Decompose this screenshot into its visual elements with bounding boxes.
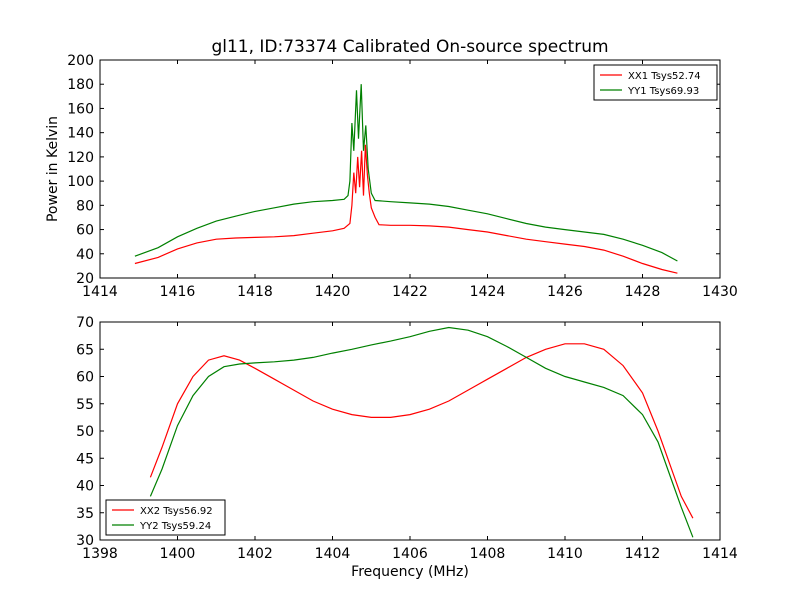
y-tick-label: 40 (76, 479, 94, 495)
legend: XX2 Tsys56.92 YY2 Tsys59.24 (105, 499, 226, 536)
x-tick-label: 1420 (315, 284, 351, 300)
y-tick-label: 30 (76, 533, 94, 549)
y-tick-label: 40 (76, 247, 94, 263)
y-tick-label: 180 (67, 77, 94, 93)
x-tick-label: 1398 (82, 546, 118, 562)
x-axis-label: Frequency (MHz) (351, 564, 469, 580)
series-line-2-2 (149, 326, 694, 538)
y-tick-label: 60 (76, 370, 94, 386)
y-tick-label: 60 (76, 223, 94, 239)
x-tick-label: 1414 (82, 284, 118, 300)
series-line-1-2 (134, 84, 678, 262)
x-tick-label: 1418 (237, 284, 273, 300)
x-tick-label: 1400 (160, 546, 196, 562)
legend-label-2: YY1 Tsys69.93 (627, 86, 699, 97)
x-tick-label: 1416 (160, 284, 196, 300)
series-line-1-1 (134, 144, 678, 274)
legend-box (105, 499, 226, 536)
y-tick-label: 200 (67, 53, 94, 69)
y-tick-label: 80 (76, 198, 94, 214)
y-axis-label: Power in Kelvin (45, 116, 61, 222)
y-tick-label: 160 (67, 101, 94, 117)
y-tick-label: 65 (76, 342, 94, 358)
y-tick-label: 20 (76, 271, 94, 287)
x-tick-label: 1406 (392, 546, 428, 562)
bottom-spectrum-panel: 1398 1400 1402 1404 1406 1408 1410 1412 1414 30 35… (76, 315, 738, 580)
legend-label-1: XX1 Tsys52.74 (628, 71, 701, 82)
x-tick-label: 1412 (625, 546, 661, 562)
y-tick-label: 50 (76, 424, 94, 440)
x-tick-label: 1410 (547, 546, 583, 562)
x-tick-label: 1414 (702, 546, 738, 562)
x-tick-label: 1424 (470, 284, 506, 300)
y-tick-label: 120 (67, 150, 94, 166)
y-tick-label: 100 (67, 174, 94, 190)
series-line-2-1 (149, 343, 694, 519)
legend-label-2: YY2 Tsys59.24 (139, 521, 211, 532)
chart-title: gl11, ID:73374 Calibrated On-source spec… (211, 37, 608, 57)
x-tick-label: 1428 (625, 284, 661, 300)
y-tick-label: 35 (76, 506, 94, 522)
top-spectrum-panel: 1414 1416 1418 1420 1422 1424 1426 1428 1430 20 40… (45, 37, 738, 300)
x-tick-label: 1408 (470, 546, 506, 562)
legend: XX1 Tsys52.74 YY1 Tsys69.93 (593, 64, 718, 101)
y-tick-label: 140 (67, 126, 94, 142)
legend-label-1: XX2 Tsys56.92 (140, 506, 213, 517)
y-tick-label: 55 (76, 397, 94, 413)
x-tick-label: 1430 (702, 284, 738, 300)
x-tick-label: 1426 (547, 284, 583, 300)
x-tick-label: 1402 (237, 546, 273, 562)
x-tick-label: 1404 (315, 546, 351, 562)
legend-box (593, 64, 718, 101)
x-tick-label: 1422 (392, 284, 428, 300)
y-tick-label: 70 (76, 315, 94, 331)
y-tick-label: 45 (76, 451, 94, 467)
